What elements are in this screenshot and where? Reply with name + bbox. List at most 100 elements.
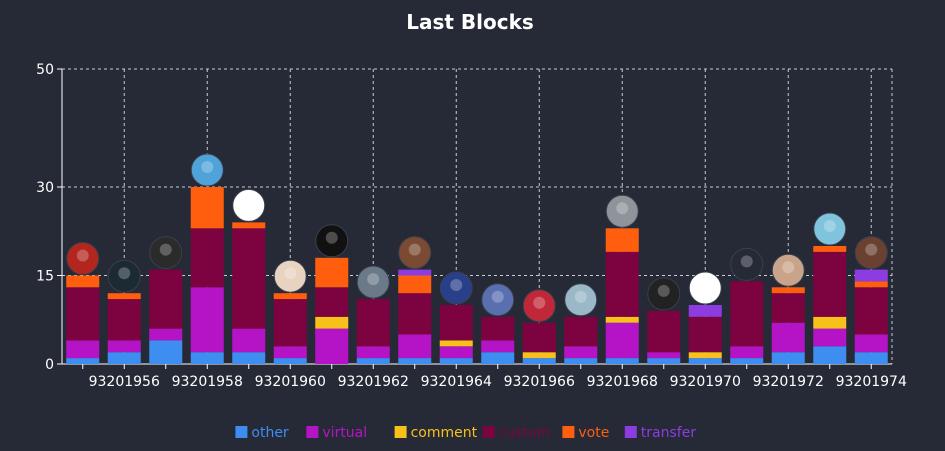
bar-segment-custom[interactable]: [66, 287, 100, 341]
bar-segment-other[interactable]: [190, 352, 224, 364]
avatar: [730, 247, 764, 281]
bar-segment-virtual[interactable]: [149, 328, 183, 341]
bar-segment-virtual[interactable]: [813, 328, 847, 347]
bar-segment-custom[interactable]: [439, 305, 473, 341]
bar-segment-other[interactable]: [398, 358, 432, 364]
bar-segment-virtual[interactable]: [439, 346, 473, 359]
bar-segment-virtual[interactable]: [854, 334, 888, 353]
bar-segment-other[interactable]: [481, 352, 515, 364]
legend-item-custom[interactable]: custom: [482, 425, 551, 441]
bar-segment-virtual[interactable]: [315, 328, 349, 364]
bar-segment-virtual[interactable]: [730, 346, 764, 359]
bar-segment-vote[interactable]: [273, 293, 307, 300]
bar-segment-other[interactable]: [771, 352, 805, 364]
bar-segment-comment[interactable]: [439, 340, 473, 347]
x-tick-label: 93201960: [255, 374, 326, 390]
bar-segment-custom[interactable]: [398, 293, 432, 335]
bar-segment-virtual[interactable]: [356, 346, 390, 359]
bar-segment-vote[interactable]: [854, 281, 888, 288]
bar-segment-custom[interactable]: [356, 299, 390, 347]
bar-segment-other[interactable]: [730, 358, 764, 364]
bar-segment-comment[interactable]: [522, 352, 556, 359]
bar-segment-transfer[interactable]: [398, 269, 432, 276]
bar-segment-custom[interactable]: [481, 316, 515, 341]
bar-segment-vote[interactable]: [66, 275, 100, 288]
bar-segment-vote[interactable]: [190, 187, 224, 229]
bar-segment-other[interactable]: [273, 358, 307, 364]
avatar-circle: [771, 253, 805, 287]
bar-segment-vote[interactable]: [232, 222, 266, 229]
y-tick-label: 15: [36, 269, 54, 285]
bar-segment-vote[interactable]: [605, 228, 639, 252]
bar-segment-virtual[interactable]: [273, 346, 307, 359]
avatar-circle: [232, 188, 266, 222]
avatar: [273, 259, 307, 293]
bar-segment-custom[interactable]: [771, 293, 805, 323]
bar-segment-other[interactable]: [107, 352, 141, 364]
bar-segment-other[interactable]: [66, 358, 100, 364]
avatar: [398, 236, 432, 270]
grid: [61, 68, 893, 365]
bar-segment-other[interactable]: [149, 340, 183, 364]
bar-segment-other[interactable]: [854, 352, 888, 364]
legend-item-virtual[interactable]: virtual: [306, 425, 367, 441]
bar-segment-other[interactable]: [356, 358, 390, 364]
bar-segment-custom[interactable]: [730, 281, 764, 347]
legend-item-comment[interactable]: comment: [394, 425, 478, 441]
bar-segment-comment[interactable]: [315, 316, 349, 329]
bar-segment-custom[interactable]: [564, 316, 598, 347]
bar-segment-custom[interactable]: [107, 299, 141, 341]
bar-segment-other[interactable]: [688, 358, 722, 364]
bar-segment-virtual[interactable]: [107, 340, 141, 353]
bar-segment-custom[interactable]: [522, 322, 556, 353]
bar-segment-custom[interactable]: [232, 228, 266, 329]
bar-segment-vote[interactable]: [771, 287, 805, 294]
legend-item-transfer[interactable]: transfer: [624, 425, 697, 441]
bar-segment-vote[interactable]: [315, 257, 349, 288]
bar-segment-virtual[interactable]: [605, 322, 639, 359]
bar-segment-custom[interactable]: [149, 269, 183, 329]
avatar-circle: [688, 271, 722, 305]
legend-item-vote[interactable]: vote: [562, 425, 609, 441]
chart-title: Last Blocks: [406, 10, 534, 34]
bar-segment-virtual[interactable]: [66, 340, 100, 359]
avatar-circle: [647, 277, 681, 311]
bar-segment-other[interactable]: [522, 358, 556, 364]
bar-segment-custom[interactable]: [688, 316, 722, 353]
bar-segment-other[interactable]: [813, 346, 847, 364]
bar-segment-transfer[interactable]: [854, 269, 888, 282]
bar-segment-other[interactable]: [605, 358, 639, 364]
bar-segment-comment[interactable]: [688, 352, 722, 359]
bar-segment-virtual[interactable]: [481, 340, 515, 353]
bar-segment-custom[interactable]: [273, 299, 307, 347]
bar-segment-virtual[interactable]: [771, 322, 805, 353]
bar-segment-custom[interactable]: [315, 287, 349, 317]
bar-segment-custom[interactable]: [813, 251, 847, 317]
avatar-head-shape: [159, 243, 172, 256]
bar-segment-custom[interactable]: [854, 287, 888, 335]
bar-segment-other[interactable]: [564, 358, 598, 364]
avatar-head-shape: [533, 296, 546, 309]
bar-segment-comment[interactable]: [813, 316, 847, 329]
bar-segment-other[interactable]: [647, 358, 681, 364]
bar-segment-transfer[interactable]: [688, 305, 722, 317]
legend-item-other[interactable]: other: [235, 425, 289, 441]
bar-segment-virtual[interactable]: [564, 346, 598, 359]
bar-segment-custom[interactable]: [647, 310, 681, 353]
bar-segment-vote[interactable]: [107, 293, 141, 300]
bar-segment-virtual[interactable]: [647, 352, 681, 359]
avatar-circle: [190, 153, 224, 187]
bar-segment-other[interactable]: [439, 358, 473, 364]
bar-segment-virtual[interactable]: [190, 287, 224, 353]
bar-segment-vote[interactable]: [398, 275, 432, 294]
bar-segment-virtual[interactable]: [398, 334, 432, 359]
bar-segment-virtual[interactable]: [232, 328, 266, 353]
legend-label: vote: [578, 425, 609, 441]
bar-segment-custom[interactable]: [190, 228, 224, 288]
bar-segment-comment[interactable]: [605, 316, 639, 323]
avatar-circle: [813, 212, 847, 246]
bar-segment-other[interactable]: [232, 352, 266, 364]
bar-segment-vote[interactable]: [813, 246, 847, 252]
legend[interactable]: other virtual comment custom vote transfer: [235, 425, 696, 441]
bar-segment-custom[interactable]: [605, 251, 639, 317]
